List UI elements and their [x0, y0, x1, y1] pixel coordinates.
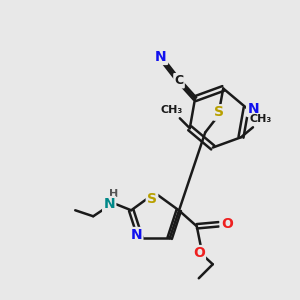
Text: S: S — [214, 106, 224, 119]
Text: C: C — [175, 74, 184, 87]
Text: O: O — [193, 246, 205, 260]
Text: N: N — [248, 102, 259, 116]
Text: N: N — [130, 228, 142, 242]
Text: CH₃: CH₃ — [161, 105, 183, 115]
Text: CH₃: CH₃ — [250, 114, 272, 124]
Text: O: O — [221, 217, 233, 231]
Text: N: N — [155, 50, 167, 64]
Text: S: S — [147, 192, 157, 206]
Text: N: N — [103, 197, 115, 211]
Text: H: H — [109, 189, 118, 199]
